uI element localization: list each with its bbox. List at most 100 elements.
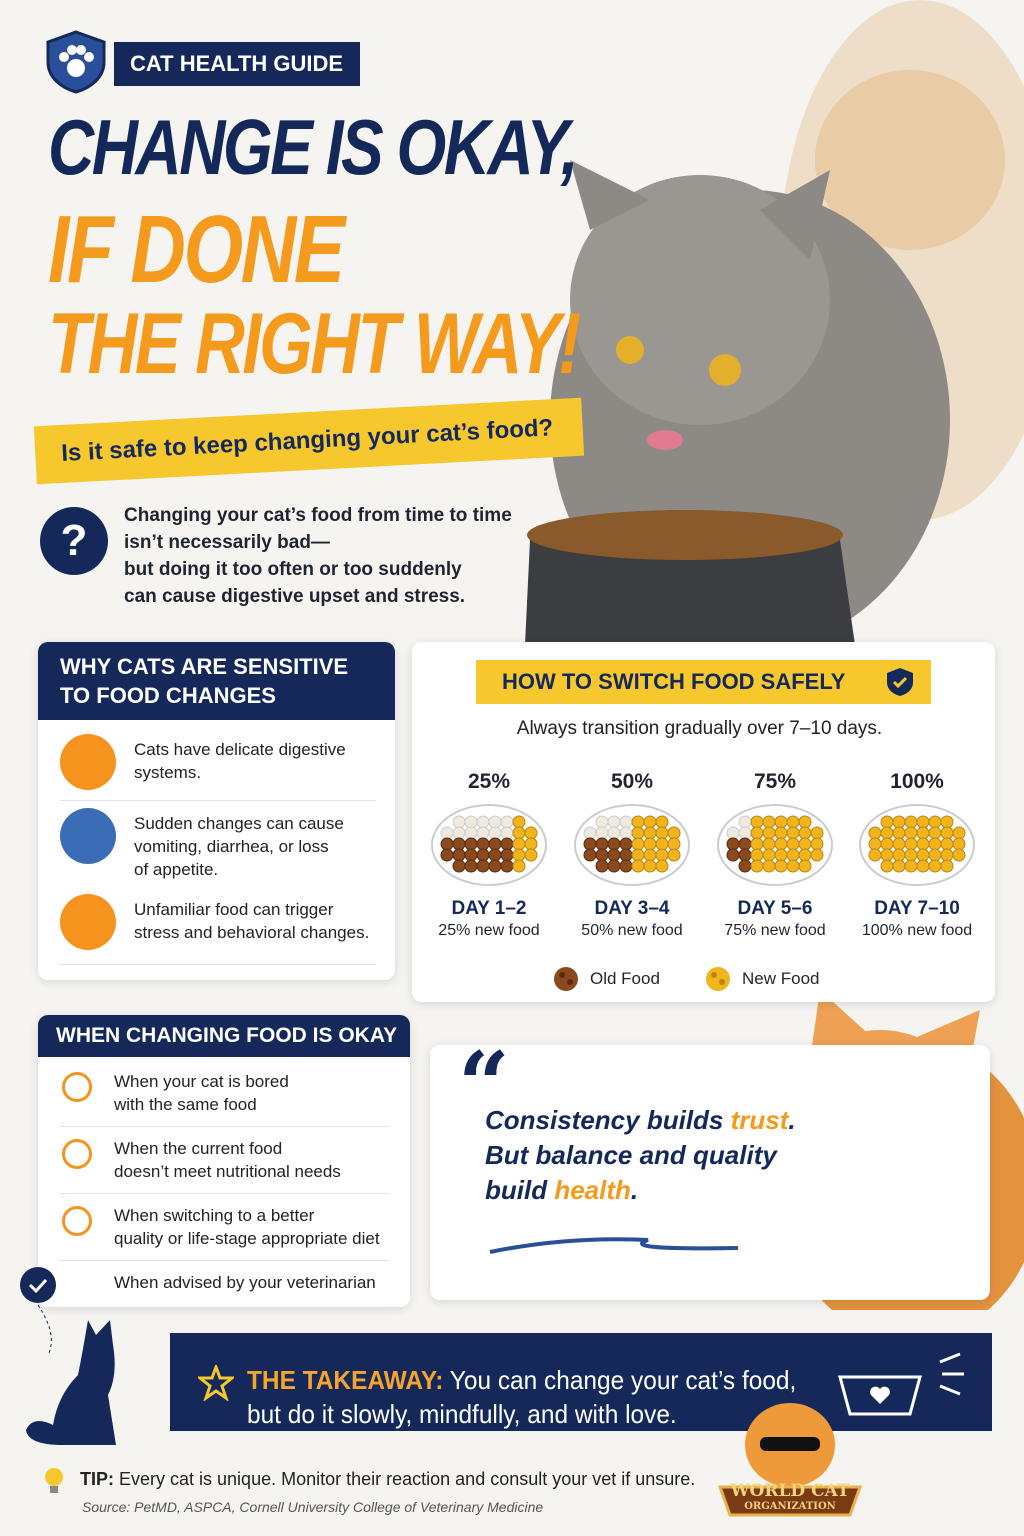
quote-line: Consistency builds trust. bbox=[485, 1103, 796, 1138]
quote-mark: “ bbox=[458, 1032, 510, 1138]
item-line: When switching to a better bbox=[114, 1206, 315, 1225]
intro-line: can cause digestive upset and stress. bbox=[124, 586, 466, 607]
item-line: When your cat is bored bbox=[114, 1072, 289, 1091]
legend-label: Old Food bbox=[590, 969, 660, 988]
takeaway-line: but do it slowly, mindfully, and with lo… bbox=[247, 1399, 677, 1429]
item-text: When your cat is bored with the same food bbox=[114, 1070, 289, 1116]
step-label: 100% new food bbox=[861, 922, 973, 939]
item-text: Unfamiliar food can trigger stress and be… bbox=[134, 898, 369, 944]
shield-check bbox=[887, 668, 913, 696]
item-line: When the current food bbox=[114, 1139, 283, 1158]
quote-highlight: health bbox=[554, 1175, 631, 1205]
title-line: CHANGE IS OKAY, bbox=[48, 103, 579, 191]
item-text: When switching to a better quality or lif… bbox=[114, 1204, 380, 1250]
quote-highlight: trust bbox=[730, 1105, 789, 1135]
item-line: systems. bbox=[134, 763, 202, 782]
food-plate bbox=[574, 804, 690, 886]
item-line: of appetite. bbox=[134, 860, 219, 879]
takeaway-text: THE TAKEAWAY: You can change your cat’s … bbox=[247, 1363, 796, 1431]
item-icon bbox=[60, 894, 116, 950]
step-percent: 100% bbox=[890, 770, 944, 793]
quote-line: But balance and quality bbox=[485, 1140, 777, 1170]
quote-part: . bbox=[788, 1105, 796, 1135]
step-label: 75% new food bbox=[724, 922, 826, 939]
takeaway-label: THE TAKEAWAY: bbox=[247, 1365, 444, 1395]
separator bbox=[60, 1126, 390, 1127]
check-icon bbox=[62, 1139, 92, 1169]
step-label: 25% new food bbox=[438, 922, 540, 939]
tip: TIP: Every cat is unique. Monitor their … bbox=[80, 1469, 695, 1490]
cat-silhouette bbox=[20, 1267, 116, 1445]
tip-label: TIP: bbox=[80, 1469, 114, 1489]
item-text: Sudden changes can cause vomiting, diarrh… bbox=[134, 812, 344, 881]
step-day: DAY 5–6 bbox=[737, 898, 813, 919]
okay-panel bbox=[38, 1015, 410, 1307]
quote-line: build health. bbox=[485, 1173, 796, 1208]
title-line: THE RIGHT WAY! bbox=[48, 296, 581, 392]
step-percent: 50% bbox=[610, 770, 654, 793]
title-line: TO FOOD CHANGES bbox=[60, 683, 276, 708]
item-text: When advised by your veterinarian bbox=[114, 1271, 376, 1294]
item-line: vomiting, diarrhea, or loss bbox=[134, 837, 329, 856]
step-percent: 25% bbox=[467, 770, 511, 793]
step-day: DAY 1–2 bbox=[451, 898, 527, 919]
item-text: Cats have delicate digestive systems. bbox=[134, 738, 346, 784]
intro-line: Changing your cat’s food from time to ti… bbox=[124, 505, 512, 526]
check-icon bbox=[62, 1206, 92, 1236]
takeaway-line: THE TAKEAWAY: You can change your cat’s … bbox=[247, 1363, 796, 1397]
separator bbox=[60, 1260, 390, 1261]
source: Source: PetMD, ASPCA, Cornell University… bbox=[82, 1499, 544, 1515]
panel-title: WHY CATS ARE SENSITIVE TO FOOD CHANGES bbox=[38, 642, 395, 720]
separator bbox=[60, 800, 376, 801]
item-line: stress and behavioral changes. bbox=[134, 923, 370, 942]
step-label: 50% new food bbox=[581, 922, 683, 939]
quote-part: . bbox=[630, 1175, 639, 1205]
item-line: with the same food bbox=[114, 1095, 257, 1114]
quote-part: build bbox=[485, 1175, 555, 1205]
step-day: DAY 7–10 bbox=[874, 898, 960, 919]
bowl-icon bbox=[838, 1352, 964, 1416]
intro-text: Changing your cat’s food from time to ti… bbox=[124, 502, 512, 610]
item-line: When advised by your veterinarian bbox=[114, 1273, 376, 1292]
logo-line: ORGANIZATION bbox=[744, 1501, 836, 1512]
item-line: quality or life-stage appropriate diet bbox=[114, 1229, 380, 1248]
logo-art bbox=[717, 1403, 863, 1517]
shield-icon bbox=[46, 30, 106, 94]
item-line: Unfamiliar food can trigger bbox=[134, 900, 334, 919]
food-plate bbox=[717, 804, 833, 886]
cat-illustration bbox=[525, 0, 1024, 650]
food-plate bbox=[431, 804, 547, 886]
title-line: WHY CATS ARE SENSITIVE bbox=[60, 654, 349, 679]
quote-panel bbox=[430, 1045, 990, 1300]
item-icon bbox=[60, 808, 116, 864]
item-text: When the current food doesn’t meet nutrit… bbox=[114, 1137, 341, 1183]
logo-line: WORLD CAT bbox=[730, 1481, 850, 1501]
title-line: IF DONE bbox=[48, 196, 345, 303]
tip-text: Every cat is unique. Monitor their react… bbox=[119, 1469, 696, 1489]
step-day: DAY 3–4 bbox=[594, 898, 670, 919]
takeaway-part: You can change your cat’s food, bbox=[449, 1365, 797, 1395]
item-line: Sudden changes can cause bbox=[134, 814, 344, 833]
quote-text: Consistency builds trust. But balance an… bbox=[485, 1103, 796, 1208]
legend-label: New Food bbox=[742, 969, 820, 988]
item-line: doesn’t meet nutritional needs bbox=[114, 1162, 341, 1181]
item-line: Cats have delicate digestive bbox=[134, 740, 346, 759]
star-icon bbox=[198, 1365, 234, 1401]
swoosh bbox=[489, 1237, 739, 1254]
intro-line: but doing it too often or too suddenly bbox=[124, 559, 462, 580]
switch-title: HOW TO SWITCH FOOD SAFELY bbox=[476, 660, 931, 704]
question-icon: ? bbox=[40, 507, 108, 575]
separator bbox=[60, 964, 376, 965]
badge: CAT HEALTH GUIDE bbox=[114, 42, 360, 86]
legend-swatch bbox=[706, 967, 730, 991]
quote-part: Consistency builds bbox=[485, 1105, 731, 1135]
panel-title: WHEN CHANGING FOOD IS OKAY bbox=[38, 1015, 410, 1057]
logo: WORLD CAT ORGANIZATION bbox=[715, 1483, 865, 1515]
check-icon bbox=[62, 1072, 92, 1102]
bulb-icon bbox=[45, 1468, 63, 1493]
switch-subtitle: Always transition gradually over 7–10 da… bbox=[516, 718, 883, 739]
separator bbox=[60, 1193, 390, 1194]
legend-swatch bbox=[554, 967, 578, 991]
